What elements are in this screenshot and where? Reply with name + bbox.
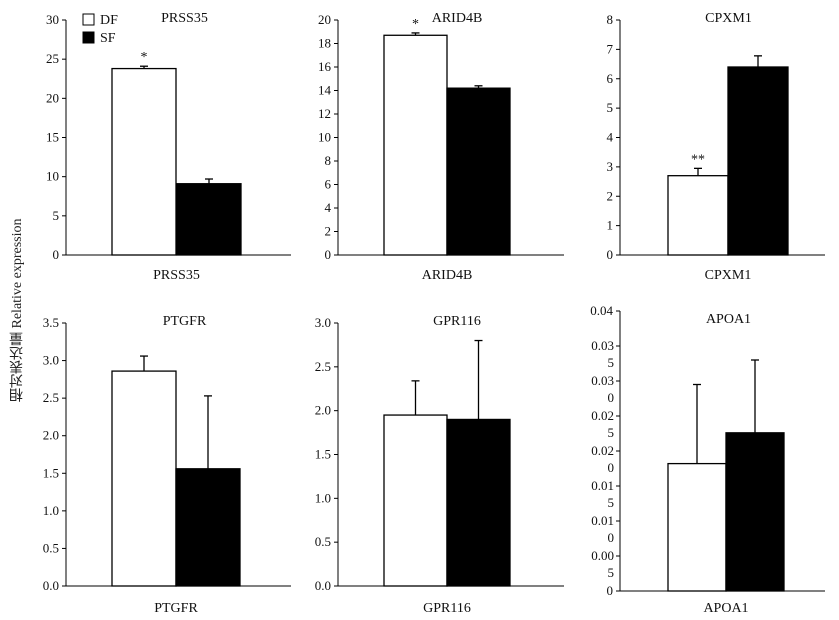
y-tick-label-wrap: 5 bbox=[608, 355, 615, 370]
bar-sf bbox=[727, 66, 789, 256]
y-tick-label: 30 bbox=[46, 12, 59, 27]
y-tick-label: 18 bbox=[318, 36, 331, 51]
y-tick-label: 10 bbox=[318, 130, 331, 145]
bar-sf bbox=[175, 468, 241, 587]
y-tick-label: 20 bbox=[318, 12, 331, 27]
y-tick-label: 3.0 bbox=[315, 315, 331, 330]
y-tick-label-wrap: 0 bbox=[608, 530, 615, 545]
y-tick-label: 8 bbox=[607, 12, 614, 27]
y-tick-label: 2.5 bbox=[315, 359, 331, 374]
significance-mark: * bbox=[141, 50, 148, 65]
y-tick-label: 0 bbox=[325, 247, 332, 262]
y-tick-label: 14 bbox=[318, 83, 332, 98]
y-tick-label: 0.03 bbox=[591, 373, 614, 388]
y-tick-label: 1.5 bbox=[315, 447, 331, 462]
y-tick-label: 2 bbox=[325, 224, 332, 239]
chart-title: PRSS35 bbox=[161, 11, 208, 26]
chart-title: APOA1 bbox=[706, 312, 751, 327]
legend: DF SF bbox=[82, 13, 118, 46]
y-tick-label: 25 bbox=[46, 51, 59, 66]
y-tick-label: 2 bbox=[607, 188, 614, 203]
y-tick-label: 15 bbox=[46, 130, 59, 145]
y-tick-label: 0.02 bbox=[591, 443, 614, 458]
y-tick-label: 20 bbox=[46, 90, 59, 105]
bar-sf bbox=[176, 183, 242, 256]
y-tick-label: 12 bbox=[318, 106, 331, 121]
y-tick-label-wrap: 5 bbox=[608, 425, 615, 440]
bar-sf bbox=[446, 418, 511, 587]
y-tick-label: 0.5 bbox=[43, 540, 59, 555]
y-tick-label: 1 bbox=[607, 218, 614, 233]
y-tick-label: 5 bbox=[607, 100, 614, 115]
y-tick-label: 16 bbox=[318, 59, 332, 74]
x-axis-label: ARID4B bbox=[422, 268, 473, 283]
y-tick-label: 0.02 bbox=[591, 408, 614, 423]
chart-panel-5: 0 0.00 5 0.01 0 0.01 5 0.02 0 0.02 5 0.03 0 0.03 5 0.04… bbox=[590, 303, 825, 616]
x-axis-label: APOA1 bbox=[703, 601, 748, 616]
bar-df bbox=[667, 175, 729, 256]
bar-df bbox=[111, 67, 177, 256]
y-tick-label-wrap: 0 bbox=[608, 460, 615, 475]
x-axis-label: CPXM1 bbox=[705, 268, 752, 283]
y-tick-label: 0.00 bbox=[591, 548, 614, 563]
chart-title: CPXM1 bbox=[705, 11, 752, 26]
y-tick-label: 4 bbox=[607, 130, 614, 145]
y-tick-label: 3.5 bbox=[43, 315, 59, 330]
y-tick-label: 4 bbox=[325, 200, 332, 215]
bar-sf bbox=[725, 432, 785, 592]
y-tick-label: 6 bbox=[607, 71, 614, 86]
legend-swatch-df bbox=[82, 13, 95, 26]
y-tick-label: 3 bbox=[607, 159, 614, 174]
legend-label-sf: SF bbox=[100, 31, 116, 46]
bar-sf bbox=[446, 87, 511, 256]
y-tick-label: 0 bbox=[607, 583, 614, 598]
y-tick-label: 6 bbox=[325, 177, 332, 192]
y-tick-label: 1.0 bbox=[43, 503, 59, 518]
y-tick-label: 0.01 bbox=[591, 513, 614, 528]
y-tick-label: 0 bbox=[607, 247, 614, 262]
chart-title: PTGFR bbox=[163, 314, 207, 329]
bar-df bbox=[111, 370, 177, 587]
y-tick-label: 0.01 bbox=[591, 478, 614, 493]
chart-panel-4: 0.0 0.5 1.0 1.5 2.0 2.5 3.0 GPR116 GPR116 bbox=[315, 314, 564, 616]
x-axis-label: PTGFR bbox=[154, 601, 198, 616]
chart-panel-1: 0 2 4 6 8 10 12 14 16 18 20 ARID4B ARID4B * bbox=[318, 11, 564, 283]
y-tick-label: 10 bbox=[46, 169, 59, 184]
chart-panel-0: 0 5 10 15 20 25 30 PRSS35 PRSS35 * bbox=[46, 11, 291, 283]
significance-mark: * bbox=[412, 17, 419, 32]
chart-panel-3: 0.0 0.5 1.0 1.5 2.0 2.5 3.0 3.5 PTGFR PTGFR bbox=[43, 314, 291, 616]
x-axis-label: PRSS35 bbox=[153, 268, 200, 283]
legend-label-df: DF bbox=[100, 13, 118, 28]
y-tick-label: 1.0 bbox=[315, 490, 331, 505]
chart-title: ARID4B bbox=[432, 11, 483, 26]
y-tick-label: 0.0 bbox=[43, 578, 59, 593]
y-tick-label: 0.03 bbox=[591, 338, 614, 353]
y-tick-label: 0.0 bbox=[315, 578, 331, 593]
y-tick-label: 2.0 bbox=[43, 428, 59, 443]
y-tick-label: 1.5 bbox=[43, 465, 59, 480]
bar-df bbox=[383, 414, 448, 587]
y-tick-label: 8 bbox=[325, 153, 332, 168]
y-tick-label: 5 bbox=[53, 208, 60, 223]
y-tick-label: 0.04 bbox=[590, 303, 613, 318]
y-tick-label: 3.0 bbox=[43, 353, 59, 368]
bar-df bbox=[667, 462, 727, 592]
bar-df bbox=[383, 34, 448, 256]
chart-panel-2: 0 1 2 3 4 5 6 7 8 CPXM1 CPXM1 ** bbox=[607, 11, 825, 283]
y-tick-label-wrap: 0 bbox=[608, 390, 615, 405]
y-tick-label: 7 bbox=[607, 41, 614, 56]
y-tick-label: 2.5 bbox=[43, 390, 59, 405]
y-tick-label: 2.0 bbox=[315, 403, 331, 418]
y-tick-label: 0 bbox=[53, 247, 60, 262]
y-tick-label-wrap: 5 bbox=[608, 565, 615, 580]
y-tick-label: 0.5 bbox=[315, 534, 331, 549]
legend-swatch-sf bbox=[82, 31, 95, 44]
chart-title: GPR116 bbox=[433, 314, 481, 329]
x-axis-label: GPR116 bbox=[423, 601, 471, 616]
y-tick-label-wrap: 5 bbox=[608, 495, 615, 510]
significance-mark: ** bbox=[691, 152, 705, 167]
